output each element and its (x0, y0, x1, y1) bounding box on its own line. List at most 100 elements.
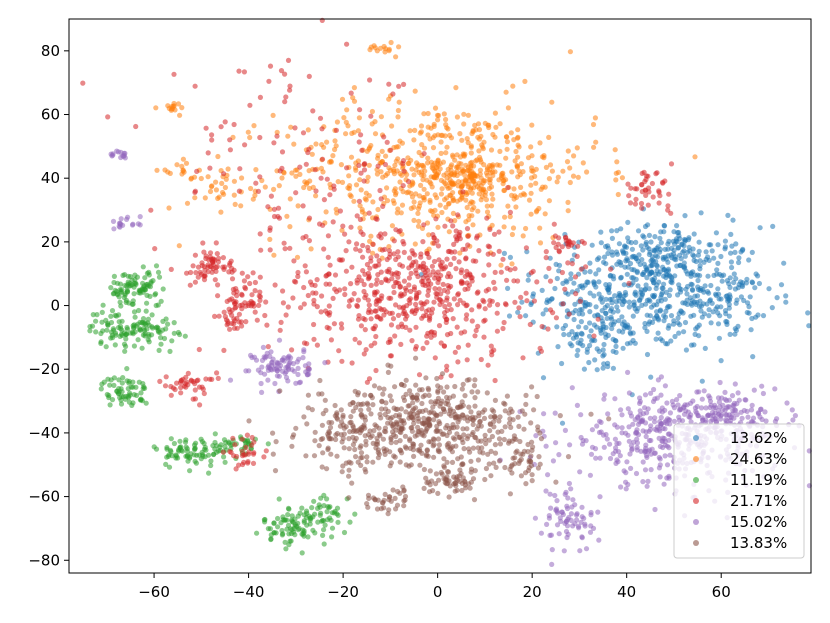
data-point (600, 347, 606, 353)
data-point (530, 444, 536, 450)
data-point (464, 414, 470, 420)
data-point (366, 162, 372, 168)
data-point (369, 433, 375, 439)
data-point (452, 488, 458, 494)
data-point (515, 278, 521, 284)
data-point (257, 134, 263, 141)
data-point (154, 167, 160, 173)
data-point (635, 283, 641, 289)
data-point (488, 147, 495, 153)
data-point (208, 462, 214, 469)
data-point (465, 418, 471, 424)
data-point (512, 299, 518, 305)
data-point (346, 495, 352, 501)
data-point (469, 207, 475, 213)
data-point (358, 455, 364, 461)
data-point (459, 462, 465, 468)
data-point (263, 448, 269, 454)
data-point (196, 384, 203, 390)
data-point (430, 145, 437, 151)
data-point (384, 139, 390, 145)
data-point (605, 243, 611, 249)
data-point (588, 328, 594, 334)
data-point (746, 304, 752, 310)
data-point (302, 263, 308, 269)
data-point (175, 101, 182, 107)
data-point (484, 390, 490, 396)
data-point (484, 209, 491, 215)
data-point (112, 342, 118, 348)
data-point (519, 408, 525, 414)
data-point (286, 531, 292, 537)
data-point (396, 280, 402, 286)
data-point (529, 153, 535, 159)
data-point (360, 242, 366, 249)
data-point (524, 298, 530, 304)
data-point (733, 300, 739, 306)
data-point (642, 325, 648, 331)
data-point (596, 279, 602, 285)
data-point (341, 445, 347, 451)
data-point (667, 452, 673, 458)
data-point (236, 311, 242, 317)
data-point (722, 308, 729, 314)
data-point (405, 178, 412, 185)
data-point (311, 336, 317, 342)
data-point (691, 342, 697, 348)
data-point (400, 189, 406, 195)
data-point (351, 85, 357, 91)
data-point (405, 155, 411, 161)
data-point (599, 299, 605, 305)
data-point (750, 415, 757, 421)
data-point (339, 439, 345, 445)
data-point (268, 349, 274, 355)
data-point (605, 411, 611, 417)
data-point (381, 386, 387, 392)
data-point (658, 414, 664, 421)
data-point (563, 518, 570, 525)
data-point (478, 356, 484, 363)
data-point (528, 175, 535, 181)
data-point (569, 261, 575, 267)
data-point (368, 411, 374, 417)
data-point (390, 316, 397, 322)
data-point (678, 286, 684, 292)
data-point (556, 249, 562, 255)
data-point (413, 307, 419, 314)
data-point (148, 207, 154, 213)
data-point (243, 444, 249, 450)
data-point (410, 259, 416, 265)
data-point (518, 294, 524, 300)
data-point (769, 305, 775, 311)
data-point (643, 433, 649, 440)
data-point (178, 390, 184, 396)
data-point (443, 476, 449, 482)
data-point (665, 325, 671, 331)
data-point (470, 222, 476, 228)
data-point (124, 326, 131, 332)
data-point (578, 319, 585, 325)
data-point (579, 331, 585, 337)
data-point (725, 212, 731, 218)
data-point (160, 327, 166, 333)
data-point (681, 248, 687, 254)
data-point (337, 287, 343, 293)
data-point (466, 404, 472, 410)
data-point (381, 312, 387, 318)
data-point (334, 411, 340, 418)
data-point (459, 480, 465, 486)
data-point (485, 451, 491, 457)
data-point (553, 479, 559, 485)
data-point (231, 192, 237, 198)
data-point (461, 446, 467, 452)
data-point (382, 451, 388, 457)
data-point (327, 424, 334, 431)
data-point (636, 252, 642, 258)
data-point (433, 164, 439, 170)
data-point (453, 414, 459, 421)
data-point (361, 178, 367, 184)
data-point (120, 272, 126, 278)
data-point (421, 222, 427, 228)
data-point (239, 175, 245, 181)
data-point (293, 173, 299, 179)
